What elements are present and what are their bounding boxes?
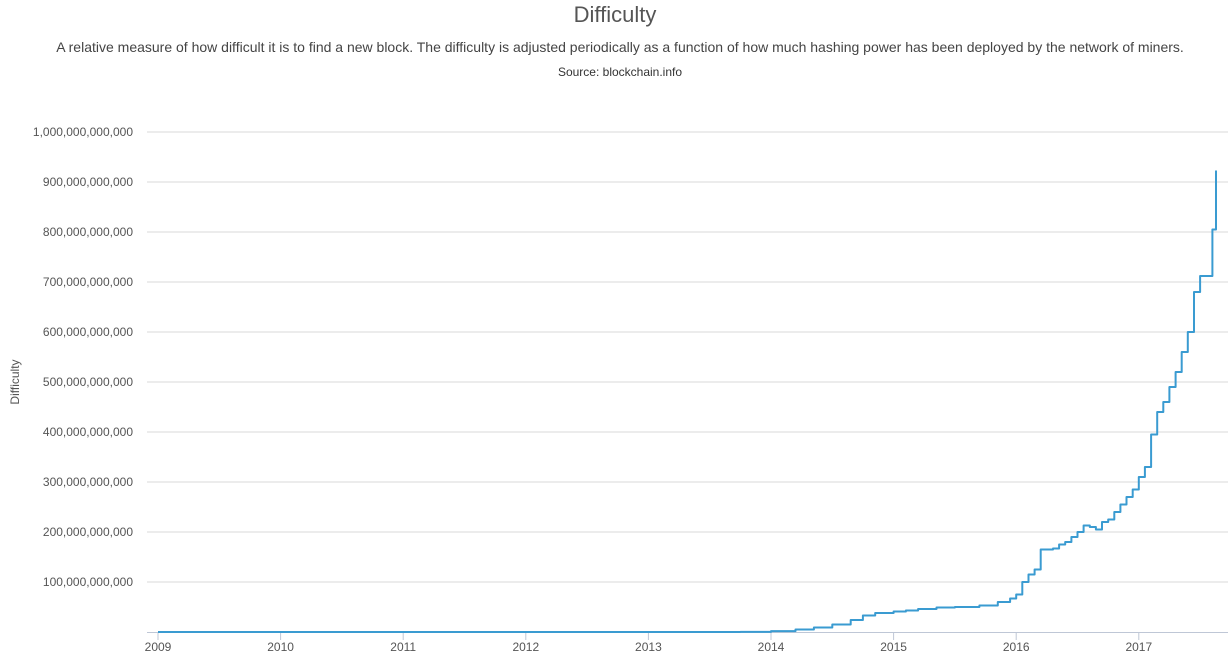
y-tick-label: 1,000,000,000,000: [33, 125, 133, 139]
y-axis-ticks: 100,000,000,000 200,000,000,000 300,000,00…: [33, 125, 133, 589]
y-tick-label: 400,000,000,000: [43, 425, 133, 439]
chart-subtitle: A relative measure of how difficult it i…: [56, 39, 1184, 55]
x-tick-label: 2013: [635, 640, 662, 654]
y-tick-label: 300,000,000,000: [43, 475, 133, 489]
y-tick-label: 800,000,000,000: [43, 225, 133, 239]
y-tick-label: 500,000,000,000: [43, 375, 133, 389]
y-axis-label: Difficulty: [8, 359, 22, 404]
series-group: [158, 170, 1217, 633]
y-tick-label: 700,000,000,000: [43, 275, 133, 289]
grid-lines: [147, 131, 1228, 583]
x-tick-label: 2017: [1125, 640, 1152, 654]
x-axis: 2009 2010 2011 2012 2013 2014 2015 2016 2017: [145, 632, 1228, 654]
x-tick-label: 2010: [267, 640, 294, 654]
x-tick-label: 2011: [390, 640, 416, 654]
x-tick-label: 2009: [145, 640, 172, 654]
y-tick-label: 900,000,000,000: [43, 175, 133, 189]
y-tick-label: 100,000,000,000: [43, 575, 133, 589]
chart-title: Difficulty: [573, 2, 657, 27]
chart-source: Source: blockchain.info: [557, 65, 683, 79]
x-tick-label: 2015: [880, 640, 907, 654]
x-tick-label: 2012: [512, 640, 539, 654]
difficulty-series-line: [158, 170, 1217, 633]
y-tick-label: 200,000,000,000: [43, 525, 133, 539]
y-tick-label: 600,000,000,000: [43, 325, 133, 339]
x-tick-label: 2016: [1003, 640, 1030, 654]
x-tick-label: 2014: [758, 640, 785, 654]
